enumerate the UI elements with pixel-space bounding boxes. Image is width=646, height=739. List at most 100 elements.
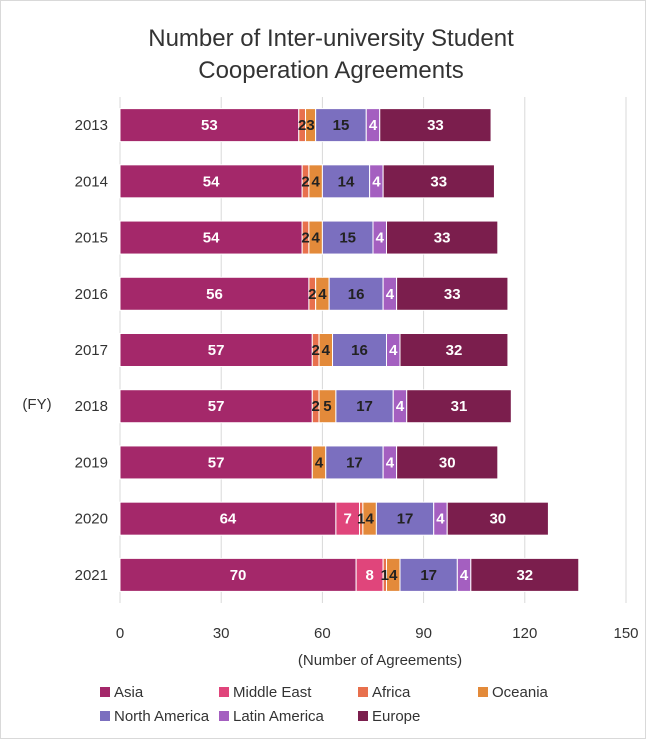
x-tick-label: 150 bbox=[613, 625, 638, 642]
bar-segment bbox=[355, 557, 384, 592]
data-label: 4 bbox=[365, 511, 374, 528]
data-label: 4 bbox=[389, 567, 398, 584]
data-label: 70 bbox=[230, 567, 247, 584]
data-label: 4 bbox=[386, 454, 395, 471]
bar-segment bbox=[119, 501, 337, 536]
legend-label: Europe bbox=[372, 708, 420, 725]
legend-swatch bbox=[219, 711, 229, 721]
legend-label: Middle East bbox=[233, 684, 312, 701]
bar-segment bbox=[406, 389, 512, 424]
legend-swatch bbox=[100, 687, 110, 697]
y-tick-label: 2019 bbox=[75, 454, 108, 471]
data-label: 33 bbox=[430, 173, 447, 190]
x-axis-ticks: 0 30 60 90 120 150 bbox=[116, 625, 639, 642]
data-label: 57 bbox=[208, 398, 225, 415]
legend-swatch bbox=[219, 687, 229, 697]
x-tick-label: 120 bbox=[512, 625, 537, 642]
data-label: 4 bbox=[315, 454, 324, 471]
bar-segment bbox=[396, 276, 509, 311]
data-label: 30 bbox=[489, 511, 506, 528]
data-label: 16 bbox=[348, 286, 365, 303]
data-label: 57 bbox=[208, 342, 225, 359]
data-label: 2 bbox=[301, 230, 309, 247]
data-label: 32 bbox=[516, 567, 533, 584]
legend-swatch bbox=[358, 687, 368, 697]
x-tick-label: 30 bbox=[213, 625, 230, 642]
data-label: 4 bbox=[396, 398, 405, 415]
bar-segment bbox=[470, 557, 580, 592]
bar-segment bbox=[399, 557, 458, 592]
bar-segment bbox=[321, 220, 374, 255]
y-tick-label: 2020 bbox=[75, 511, 108, 528]
bars bbox=[119, 108, 580, 592]
chart-title: Number of Inter-university Student Coope… bbox=[148, 25, 514, 84]
data-label: 64 bbox=[220, 511, 237, 528]
bar-segment bbox=[119, 164, 303, 199]
data-label: 30 bbox=[439, 454, 456, 471]
data-label: 4 bbox=[386, 286, 395, 303]
x-tick-label: 60 bbox=[314, 625, 331, 642]
bar-segment bbox=[119, 220, 303, 255]
data-label: 17 bbox=[397, 511, 414, 528]
data-label: 1 bbox=[357, 511, 365, 528]
data-label: 5 bbox=[323, 398, 331, 415]
bar-segment bbox=[399, 333, 509, 367]
chart-title-line-1: Number of Inter-university Student bbox=[148, 25, 514, 52]
legend-label: North America bbox=[114, 708, 210, 725]
data-label: 4 bbox=[311, 173, 320, 190]
bar-segment bbox=[325, 445, 384, 480]
y-tick-label: 2014 bbox=[75, 173, 108, 190]
data-label: 54 bbox=[203, 230, 220, 247]
data-label: 15 bbox=[333, 117, 350, 134]
bar-segment bbox=[385, 220, 499, 255]
data-label: 32 bbox=[446, 342, 463, 359]
data-label: 33 bbox=[427, 117, 444, 134]
data-label: 4 bbox=[376, 230, 385, 247]
data-label: 4 bbox=[322, 342, 331, 359]
data-label: 4 bbox=[318, 286, 327, 303]
bar-segment bbox=[382, 164, 495, 199]
data-label: 53 bbox=[201, 117, 218, 134]
data-label: 4 bbox=[311, 230, 320, 247]
legend-swatch bbox=[100, 711, 110, 721]
y-tick-label: 2015 bbox=[75, 230, 108, 247]
y-axis-ticks: 2013 2014 2015 2016 2017 2018 2019 2020 2021 bbox=[75, 117, 108, 584]
legend-label: Asia bbox=[114, 684, 144, 701]
data-label: 7 bbox=[344, 511, 352, 528]
data-label: 14 bbox=[338, 173, 355, 190]
x-axis-title: (Number of Agreements) bbox=[298, 652, 462, 669]
x-tick-label: 0 bbox=[116, 625, 124, 642]
data-label: 15 bbox=[339, 230, 356, 247]
data-label: 2 bbox=[298, 117, 306, 134]
data-label: 17 bbox=[420, 567, 437, 584]
chart-title-line-2: Cooperation Agreements bbox=[198, 57, 464, 84]
data-label: 31 bbox=[451, 398, 468, 415]
y-axis-title: (FY) bbox=[22, 396, 51, 413]
data-label: 4 bbox=[436, 511, 445, 528]
data-label: 4 bbox=[369, 117, 378, 134]
legend-swatch bbox=[478, 687, 488, 697]
data-label: 1 bbox=[381, 567, 389, 584]
y-tick-label: 2018 bbox=[75, 398, 108, 415]
x-tick-label: 90 bbox=[415, 625, 432, 642]
bar-segment bbox=[446, 501, 549, 536]
y-tick-label: 2013 bbox=[75, 117, 108, 134]
data-label: 2 bbox=[308, 286, 316, 303]
y-tick-label: 2017 bbox=[75, 342, 108, 359]
legend-label: Oceania bbox=[492, 684, 549, 701]
data-label: 4 bbox=[372, 173, 381, 190]
y-tick-label: 2016 bbox=[75, 286, 108, 303]
data-label: 2 bbox=[301, 173, 309, 190]
data-label: 3 bbox=[306, 117, 314, 134]
legend-swatch bbox=[358, 711, 368, 721]
bar-segment bbox=[119, 389, 313, 424]
data-label: 16 bbox=[351, 342, 368, 359]
legend-label: Africa bbox=[372, 684, 411, 701]
bar-segment bbox=[332, 333, 387, 367]
bar-segment bbox=[375, 501, 435, 536]
data-label: 57 bbox=[208, 454, 225, 471]
y-tick-label: 2021 bbox=[75, 567, 108, 584]
data-label: 33 bbox=[434, 230, 451, 247]
data-label: 2 bbox=[311, 398, 319, 415]
